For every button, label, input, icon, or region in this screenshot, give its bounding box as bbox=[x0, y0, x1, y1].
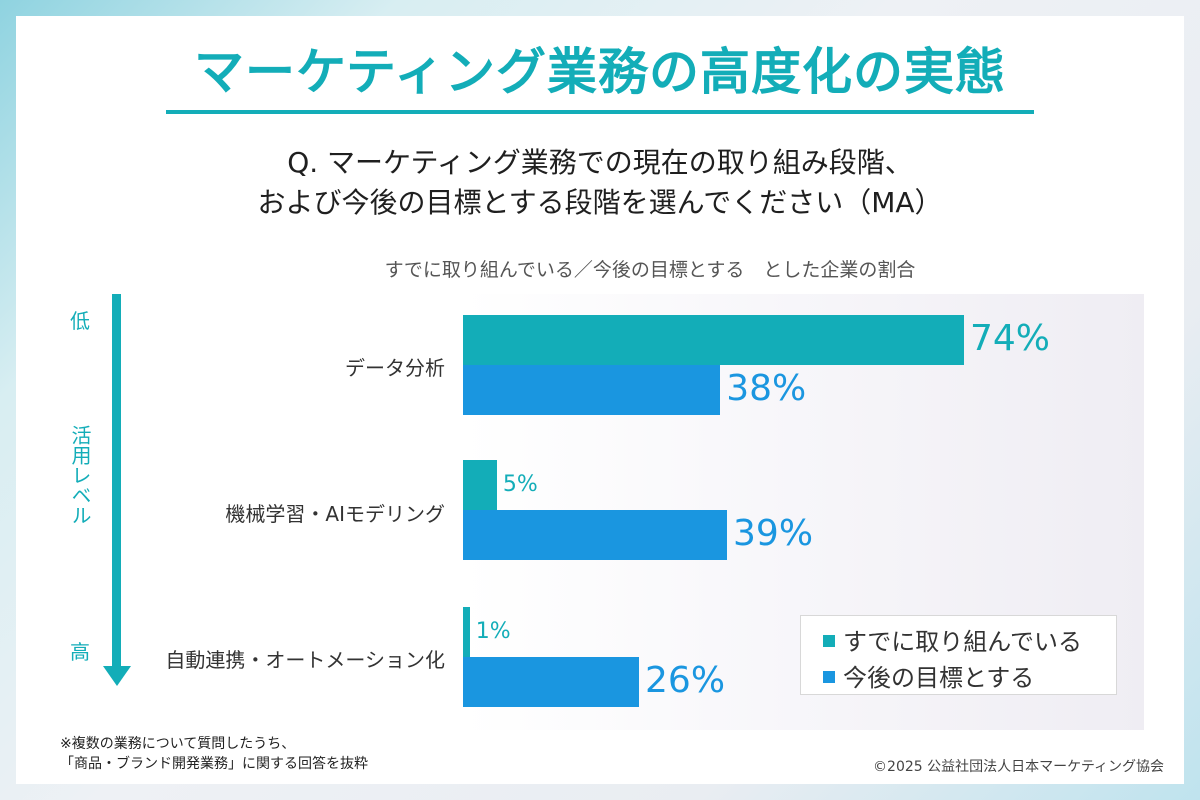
level-low-label: 低 bbox=[70, 309, 90, 333]
bar-goal bbox=[463, 657, 640, 707]
bar-goal bbox=[463, 510, 728, 560]
page-title: マーケティング業務の高度化の実態 bbox=[194, 43, 1006, 101]
footnote: ※複数の業務について質問したうち、 「商品・ブランド開発業務」に関する回答を抜粋 bbox=[60, 734, 368, 774]
bar-current bbox=[463, 607, 470, 657]
title-underline bbox=[166, 110, 1034, 114]
footnote-line-1: ※複数の業務について質問したうち、 bbox=[60, 736, 296, 752]
category-label: 機械学習・AIモデリング bbox=[225, 502, 445, 526]
data-label-goal: 38% bbox=[726, 368, 807, 410]
question-line-2: および今後の目標とする段階を選んでください（MA） bbox=[257, 186, 943, 219]
bar-current bbox=[463, 460, 497, 510]
data-label-current: 74% bbox=[969, 318, 1050, 360]
copyright: ©2025 公益社団法人日本マーケティング協会 bbox=[873, 759, 1164, 775]
level-arrow-shaft bbox=[112, 294, 121, 668]
chart-legend: すでに取り組んでいる 今後の目標とする bbox=[800, 615, 1117, 695]
legend-swatch-goal bbox=[823, 671, 835, 683]
level-high-label: 高 bbox=[70, 640, 90, 664]
level-axis-label: 活用レベル bbox=[68, 425, 92, 525]
footnote-line-2: 「商品・ブランド開発業務」に関する回答を抜粋 bbox=[60, 756, 368, 772]
category-label: 自動連携・オートメーション化 bbox=[165, 648, 445, 672]
bar-goal bbox=[463, 365, 721, 415]
data-label-current: 1% bbox=[475, 618, 511, 644]
level-arrow-head-icon bbox=[103, 666, 131, 686]
legend-swatch-current bbox=[823, 635, 835, 647]
data-label-current: 5% bbox=[502, 471, 538, 497]
chart-subtitle: すでに取り組んでいる／今後の目標とする とした企業の割合 bbox=[384, 259, 916, 281]
bar-current bbox=[463, 315, 964, 365]
legend-item-current: すでに取り組んでいる bbox=[823, 622, 1082, 657]
question-line-1: Q. マーケティング業務での現在の取り組み段階、 bbox=[287, 146, 913, 179]
data-label-goal: 39% bbox=[733, 513, 814, 555]
legend-label-goal: 今後の目標とする bbox=[843, 664, 1035, 692]
data-label-goal: 26% bbox=[645, 660, 726, 702]
category-label: データ分析 bbox=[345, 356, 445, 380]
legend-item-goal: 今後の目標とする bbox=[823, 658, 1034, 693]
legend-label-current: すでに取り組んでいる bbox=[843, 628, 1083, 656]
